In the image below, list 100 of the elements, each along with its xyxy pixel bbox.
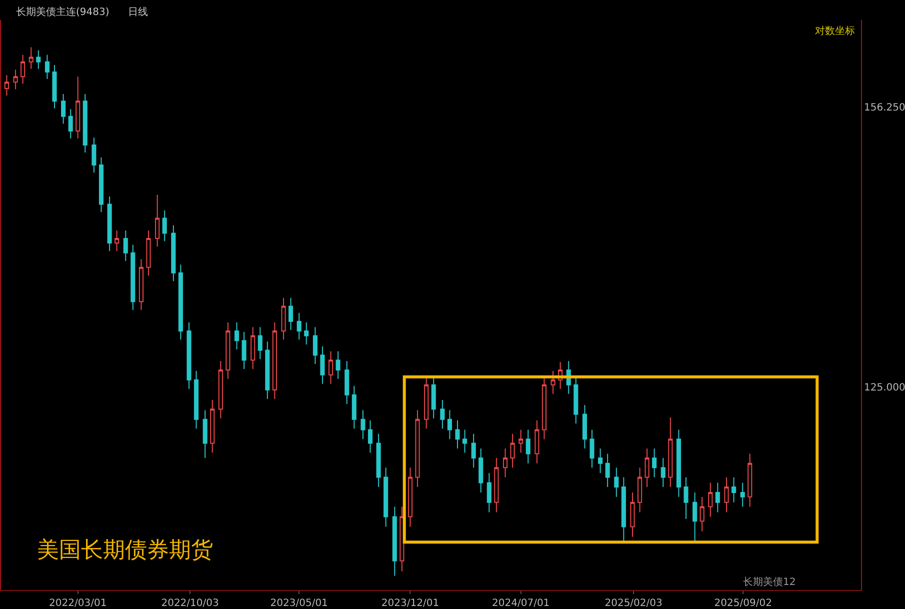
candlestick: [605, 453, 610, 488]
candlestick: [660, 458, 666, 488]
text: 日线: [128, 6, 148, 18]
candlestick: [684, 476, 688, 520]
candlestick: [471, 433, 476, 468]
candlestick: [288, 297, 294, 331]
candlestick: [98, 156, 104, 213]
candlestick: [518, 429, 524, 454]
candlestick: [740, 482, 745, 508]
candlestick: [715, 482, 720, 513]
candlestick: [676, 429, 681, 498]
candlestick: [582, 404, 587, 450]
candlestick: [82, 93, 88, 153]
candlestick: [668, 416, 673, 488]
candlestick: [731, 476, 736, 503]
annotation: 长期美债12: [743, 576, 796, 588]
candlestick: [447, 410, 452, 440]
x-tick-label: 2025/09/02: [714, 598, 772, 609]
annotation: 对数坐标: [815, 25, 855, 37]
candlestick: [296, 312, 302, 340]
candlestick: [162, 210, 167, 242]
candlestick: [352, 385, 356, 430]
candlestick: [526, 429, 530, 464]
candlestick: [44, 54, 50, 80]
candlestick: [272, 322, 277, 400]
candlestick: [36, 50, 41, 70]
x-tick-label: 2025/02/03: [604, 598, 662, 609]
chart-title: 长期美债主连(9483): [16, 6, 110, 18]
candlestick: [502, 448, 508, 478]
candlestick: [692, 492, 698, 542]
candlestick: [510, 433, 515, 468]
candlestick: [242, 331, 246, 370]
candlestick: [178, 264, 183, 340]
candlestick: [107, 196, 112, 252]
candlestick: [186, 322, 192, 390]
candlestick: [61, 93, 66, 124]
candlestick: [614, 467, 619, 498]
candlestick: [344, 360, 350, 405]
candlestick: [218, 360, 223, 419]
candlestick: [415, 410, 420, 488]
candlestick: [171, 224, 176, 282]
x-tick-label: 2023/05/01: [270, 598, 328, 609]
x-tick-label: 2023/12/01: [381, 598, 440, 609]
candlestick: [376, 433, 381, 488]
candlestick: [281, 297, 286, 340]
candlestick: [486, 472, 492, 513]
x-tick-label: 2024/07/01: [492, 598, 550, 609]
candlestick: [700, 496, 704, 532]
candlestick: [320, 346, 325, 384]
candlestick: [392, 506, 397, 576]
candlestick: [202, 410, 208, 459]
candlestick: [76, 76, 80, 139]
candlestick: [328, 350, 334, 384]
candlestick: [652, 448, 657, 478]
candlestick: [146, 230, 151, 276]
candlestick: [123, 230, 128, 262]
candlestick: [312, 326, 318, 365]
annotation: 美国长期债券期货: [37, 538, 213, 563]
candlestick: [114, 230, 120, 252]
candlestick: [336, 350, 340, 380]
candlestick: [130, 244, 136, 311]
candlestick: [462, 429, 468, 454]
candlestick: [250, 326, 256, 370]
candlestick: [590, 429, 594, 468]
candlestick: [478, 448, 484, 493]
candlestick: [550, 370, 556, 394]
candlestick: [20, 54, 26, 84]
candlestick: [304, 322, 309, 345]
y-tick-label: 156.250: [864, 102, 905, 114]
candlestick: [440, 399, 445, 430]
candlestick: [621, 476, 626, 542]
candlestick: [368, 420, 373, 454]
candlestick: [234, 322, 240, 350]
y-tick-label: 125.000: [864, 382, 905, 394]
candlestick: [637, 467, 642, 513]
candlestick: [92, 137, 96, 174]
candlestick: [155, 194, 160, 248]
candlestick: [265, 341, 270, 400]
candlestick: [408, 467, 413, 528]
candlestick: [194, 370, 199, 430]
x-tick-label: 2022/03/01: [49, 598, 107, 609]
candlestick: [630, 492, 635, 538]
candlestick: [226, 322, 230, 380]
candlestick: [598, 448, 603, 474]
candlestick: [360, 410, 366, 440]
candlestick: [52, 64, 57, 109]
x-tick-label: 2022/10/03: [161, 598, 219, 609]
candlestick: [258, 326, 262, 360]
candlestick: [28, 46, 34, 70]
candlestick: [68, 108, 73, 139]
candlestick: [4, 74, 9, 96]
candlestick: [384, 467, 388, 528]
candlestick: [13, 69, 18, 90]
candlestick: [708, 482, 713, 518]
candlestick: [724, 476, 729, 513]
candlestick: [644, 448, 650, 488]
candlestick: [138, 258, 144, 311]
candlestick: [534, 420, 540, 464]
candlestick: [455, 420, 460, 450]
candlestick: [748, 453, 752, 508]
